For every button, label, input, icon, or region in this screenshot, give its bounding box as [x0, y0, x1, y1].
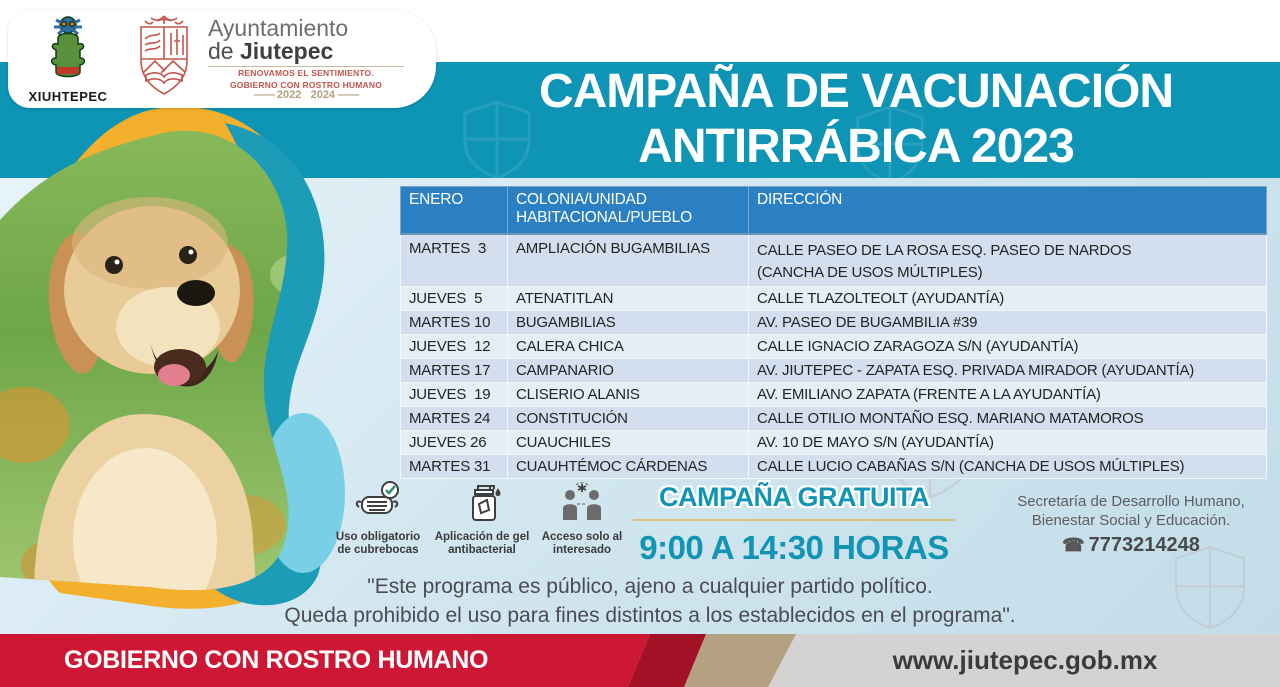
- protocol-label: Aplicación de gel antibacterial: [434, 531, 530, 556]
- footer-slogan: GOBIERNO CON ROSTRO HUMANO: [64, 646, 489, 674]
- protocol-item-gel: Aplicación de gel antibacterial: [430, 480, 534, 557]
- day-cell: MARTES 3: [400, 233, 508, 287]
- protocol-item-mask: Uso obligatorio de cubrebocas: [326, 480, 430, 557]
- table-row: MARTES 3 AMPLIACIÓN BUGAMBILIAS CALLE PA…: [400, 233, 1267, 287]
- table-header-month: ENERO: [400, 186, 508, 235]
- direccion-cell: AV. JIUTEPEC - ZAPATA ESQ. PRIVADA MIRAD…: [748, 358, 1267, 383]
- footer-ribbon: [0, 634, 1280, 687]
- direccion-cell: AV. 10 DE MAYO S/N (AYUDANTÍA): [748, 430, 1267, 455]
- years: —— 2022 2024 ——: [253, 89, 359, 101]
- protocol-label: Uso obligatorio de cubrebocas: [335, 531, 421, 556]
- direccion-cell: CALLE PASEO DE LA ROSA ESQ. PASEO DE NAR…: [748, 233, 1267, 287]
- table-row: MARTES 17 CAMPANARIO AV. JIUTEPEC - ZAPA…: [400, 358, 1267, 383]
- gold-divider: [633, 519, 955, 521]
- ayuntamiento-text-block: Ayuntamiento de Jiutepec RENOVAMOS EL SE…: [208, 17, 404, 101]
- colonia-cell: CALERA CHICA: [507, 334, 749, 359]
- footer-bar: GOBIERNO CON ROSTRO HUMANO www.jiutepec.…: [0, 634, 1280, 687]
- protocol-label: Acceso solo al interesado: [541, 531, 623, 556]
- campaign-block: CAMPAÑA GRATUITA 9:00 A 14:30 HORAS: [633, 482, 955, 567]
- jiutepec-shield-logo: [128, 14, 200, 104]
- ayuntamiento-name-2: de Jiutepec: [208, 40, 404, 63]
- schedule-table: ENERO COLONIA/UNIDAD HABITACIONAL/PUEBLO…: [400, 186, 1267, 479]
- ayuntamiento-name: Ayuntamiento: [208, 15, 349, 41]
- campaign-hours: 9:00 A 14:30 HORAS: [639, 529, 949, 566]
- secretaria-line-2: Bienestar Social y Educación.: [1031, 512, 1231, 529]
- free-campaign-label: CAMPAÑA GRATUITA: [659, 482, 929, 512]
- website-url: www.jiutepec.gob.mx: [892, 645, 1158, 675]
- face-mask-check-icon: [355, 481, 399, 514]
- colonia-cell: CAMPANARIO: [507, 358, 749, 383]
- motto-line-1: RENOVAMOS EL SENTIMIENTO.: [208, 66, 404, 78]
- colonia-cell: CUAUCHILES: [507, 430, 749, 455]
- background-watermark: [856, 105, 924, 185]
- ayuntamiento-jiutepec: Jiutepec: [239, 38, 334, 64]
- table-row: JUEVES 12 CALERA CHICA CALLE IGNACIO ZAR…: [400, 334, 1267, 359]
- year-right: 2024: [310, 89, 336, 101]
- day-cell: MARTES 17: [400, 358, 508, 383]
- table-row: MARTES 31 CUAUHTÉMOC CÁRDENAS CALLE LUCI…: [400, 454, 1267, 479]
- day-cell: JUEVES 12: [400, 334, 508, 359]
- year-left: 2022: [276, 89, 302, 101]
- protocol-item-distance: Acceso solo al interesado: [534, 480, 630, 557]
- colonia-cell: CONSTITUCIÓN: [507, 406, 749, 431]
- direccion-cell: AV. PASEO DE BUGAMBILIA #39: [748, 310, 1267, 335]
- table-row: JUEVES 19 CLISERIO ALANIS AV. EMILIANO Z…: [400, 382, 1267, 407]
- table-header-direccion: DIRECCIÓN: [748, 186, 1267, 235]
- background-watermark: [1174, 545, 1246, 630]
- puppy-illustration: [34, 197, 258, 591]
- colonia-cell: CLISERIO ALANIS: [507, 382, 749, 407]
- table-header-colonia: COLONIA/UNIDAD HABITACIONAL/PUEBLO: [507, 186, 749, 235]
- phone-number: 7773214248: [1088, 534, 1200, 556]
- direccion-cell: CALLE TLAZOLTEOLT (AYUDANTÍA): [748, 286, 1267, 311]
- direccion-cell: AV. EMILIANO ZAPATA (FRENTE A LA AYUDANT…: [748, 382, 1267, 407]
- campaign-title: CAMPAÑA DE VACUNACIÓN ANTIRRÁBICA 2023: [440, 64, 1272, 174]
- motto-line-2: GOBIERNO CON ROSTRO HUMANO: [229, 79, 383, 90]
- table-row: MARTES 24 CONSTITUCIÓN CALLE OTILIO MONT…: [400, 406, 1267, 431]
- day-cell: MARTES 24: [400, 406, 508, 431]
- phone-icon: ☎: [1062, 535, 1085, 555]
- colonia-cell: CUAUHTÉMOC CÁRDENAS: [507, 454, 749, 479]
- xiuhtepec-cactus-icon: [50, 16, 86, 78]
- table-header-row: ENERO COLONIA/UNIDAD HABITACIONAL/PUEBLO…: [400, 186, 1267, 235]
- phone-row: ☎ 7773214248: [985, 534, 1277, 557]
- day-cell: JUEVES 19: [400, 382, 508, 407]
- xiuhtepec-label: XIUHTEPEC: [28, 89, 108, 104]
- secretaria-line-1: Secretaría de Desarrollo Humano,: [1017, 493, 1245, 510]
- jiutepec-shield-icon: [140, 14, 188, 95]
- contact-block: Secretaría de Desarrollo Humano, Bienest…: [985, 492, 1277, 557]
- ayuntamiento-de: de: [208, 38, 240, 64]
- table-row: JUEVES 26 CUAUCHILES AV. 10 DE MAYO S/N …: [400, 430, 1267, 455]
- day-cell: JUEVES 26: [400, 430, 508, 455]
- direccion-cell: CALLE OTILIO MONTAÑO ESQ. MARIANO MATAMO…: [748, 406, 1267, 431]
- gel-bottle-icon: [472, 485, 501, 521]
- day-cell: MARTES 31: [400, 454, 508, 479]
- day-cell: JUEVES 5: [400, 286, 508, 311]
- disclaimer-text: "Este programa es público, ajeno a cualq…: [284, 575, 1016, 627]
- colonia-cell: ATENATITLAN: [507, 286, 749, 311]
- background-watermark: [463, 100, 531, 180]
- direccion-cell: CALLE LUCIO CABAÑAS S/N (CANCHA DE USOS …: [748, 454, 1267, 479]
- table-row: JUEVES 5 ATENATITLAN CALLE TLAZOLTEOLT (…: [400, 286, 1267, 311]
- xiuhtepec-logo: XIUHTEPEC: [8, 14, 128, 104]
- table-row: MARTES 10 BUGAMBILIAS AV. PASEO DE BUGAM…: [400, 310, 1267, 335]
- campaign-title-line1: CAMPAÑA DE VACUNACIÓN: [538, 65, 1174, 118]
- direccion-cell: CALLE IGNACIO ZARAGOZA S/N (AYUDANTÍA): [748, 334, 1267, 359]
- day-cell: MARTES 10: [400, 310, 508, 335]
- colonia-cell: AMPLIACIÓN BUGAMBILIAS: [507, 233, 749, 287]
- social-distance-icon: [563, 481, 601, 520]
- puppy-photo: [0, 106, 345, 609]
- colonia-cell: BUGAMBILIAS: [507, 310, 749, 335]
- logo-card: XIUHTEPEC Ayuntamiento de Jiutepec RENOV…: [8, 10, 436, 108]
- campaign-title-line2: ANTIRRÁBICA 2023: [638, 120, 1075, 173]
